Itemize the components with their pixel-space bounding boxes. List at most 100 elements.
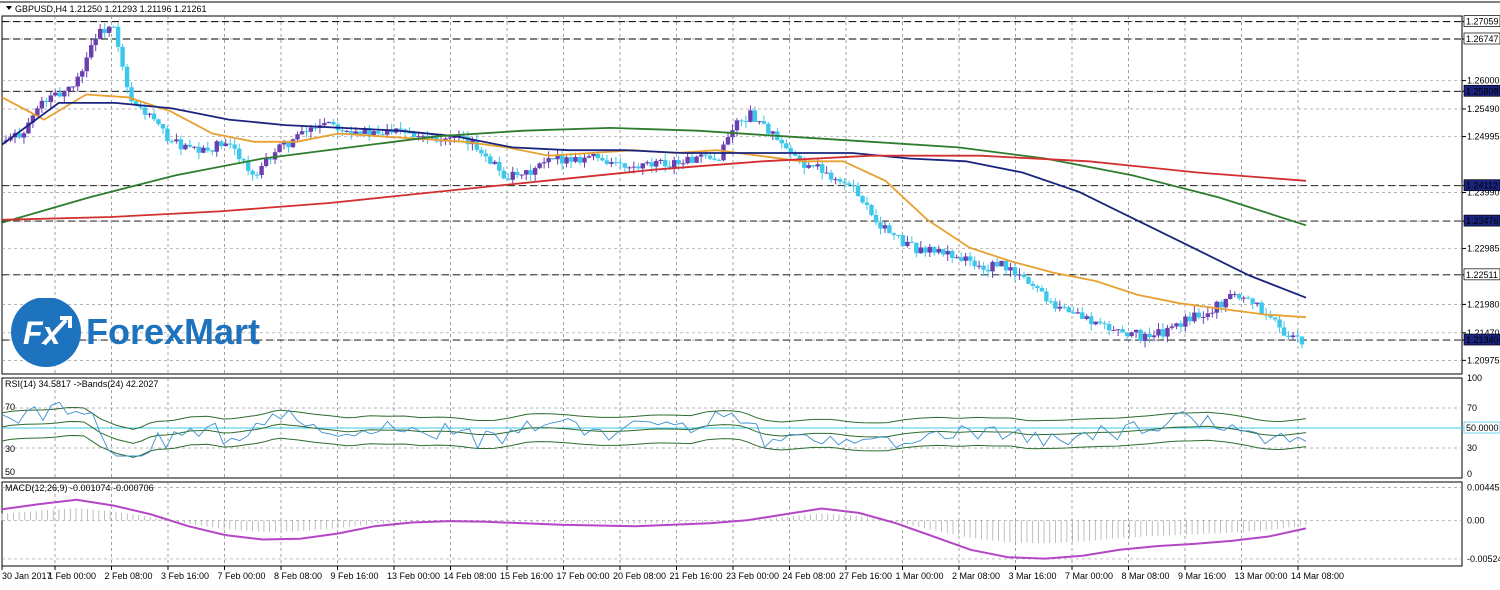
candle-body-49 bbox=[223, 143, 228, 147]
candle-body-38 bbox=[174, 139, 179, 142]
rsi-marker-label: 50.0000 bbox=[1466, 423, 1499, 433]
level-badge-5 bbox=[1463, 268, 1500, 281]
candle-body-81 bbox=[367, 128, 372, 136]
panel-frame-2 bbox=[1, 481, 1463, 567]
candle-body-195 bbox=[878, 222, 883, 229]
candle-body-44 bbox=[201, 147, 206, 153]
candle-body-173 bbox=[779, 139, 785, 144]
candle-body-100 bbox=[452, 136, 457, 138]
candle-body-83 bbox=[376, 131, 381, 134]
chart-header: GBPUSD,H4 1.21250 1.21293 1.21196 1.2126… bbox=[6, 4, 206, 14]
candle-body-53 bbox=[241, 159, 246, 161]
chart-title: GBPUSD,H4 1.21250 1.21293 1.21196 1.2126… bbox=[15, 4, 206, 14]
panel-frame-0 bbox=[1, 15, 1463, 375]
candle-body-124 bbox=[559, 154, 565, 164]
candle-body-217 bbox=[976, 265, 982, 267]
candle-body-184 bbox=[828, 172, 834, 180]
candle-body-113 bbox=[510, 171, 515, 180]
candle-body-156 bbox=[703, 154, 708, 156]
candle-body-241 bbox=[1084, 316, 1089, 319]
candle-body-146 bbox=[658, 159, 663, 161]
header-dropdown-icon bbox=[6, 6, 12, 10]
candle-body-196 bbox=[882, 225, 888, 229]
level-badge-0 bbox=[1463, 15, 1500, 27]
time-label-2: 2 Feb 08:00 bbox=[105, 571, 153, 581]
level-badge-4 bbox=[1463, 214, 1500, 227]
candle-body-176 bbox=[793, 153, 798, 156]
candle-body-167 bbox=[752, 110, 758, 122]
candle-body-182 bbox=[819, 164, 825, 173]
candle-body-139 bbox=[627, 167, 632, 169]
candle-body-258 bbox=[1160, 329, 1166, 337]
candle-body-39 bbox=[178, 139, 184, 150]
candle-body-119 bbox=[537, 163, 542, 169]
candle-body-103 bbox=[465, 136, 471, 145]
candle-body-279 bbox=[1254, 302, 1260, 304]
candle-body-20 bbox=[93, 38, 98, 46]
candle-body-193 bbox=[869, 204, 874, 216]
candle-body-183 bbox=[824, 172, 829, 174]
candle-body-107 bbox=[483, 153, 489, 157]
candle-body-117 bbox=[528, 170, 533, 175]
rsi-title: RSI(14) 34.5817 ->Bands(24) 42.2027 bbox=[5, 379, 158, 389]
candle-body-22 bbox=[102, 28, 107, 33]
candle-body-58 bbox=[263, 158, 269, 166]
candle-body-122 bbox=[550, 158, 556, 160]
candle-body-64 bbox=[290, 139, 296, 148]
candle-body-206 bbox=[927, 246, 932, 253]
candle-body-164 bbox=[739, 120, 744, 122]
candle-body-237 bbox=[1066, 307, 1072, 313]
forexmart-logo-mark: Fx ForexMart bbox=[11, 297, 260, 367]
time-label-6: 9 Feb 16:00 bbox=[331, 571, 379, 581]
candle-body-267 bbox=[1201, 316, 1206, 318]
candle-body-105 bbox=[474, 140, 480, 150]
candle-body-284 bbox=[1277, 319, 1282, 328]
ma-line-2 bbox=[1, 126, 1307, 227]
level-label-1: 1.26747 bbox=[1466, 34, 1499, 44]
candle-body-80 bbox=[362, 128, 367, 134]
candle-body-255 bbox=[1147, 333, 1152, 338]
candle-body-141 bbox=[636, 166, 641, 169]
candle-body-189 bbox=[851, 184, 856, 186]
candle-body-10 bbox=[48, 95, 54, 102]
candle-body-192 bbox=[864, 202, 870, 205]
candle-body-230 bbox=[1035, 286, 1040, 289]
candle-body-215 bbox=[967, 256, 973, 261]
candle-body-214 bbox=[963, 256, 968, 261]
candle-body-254 bbox=[1142, 333, 1148, 341]
candle-body-168 bbox=[757, 121, 762, 123]
time-label-19: 7 Mar 00:00 bbox=[1065, 571, 1113, 581]
candle-body-220 bbox=[990, 261, 995, 272]
candle-body-109 bbox=[492, 161, 498, 164]
candle-body-244 bbox=[1098, 321, 1103, 324]
candle-body-79 bbox=[358, 131, 363, 134]
candle-body-57 bbox=[259, 165, 264, 175]
candle-body-41 bbox=[187, 144, 193, 147]
candle-body-25 bbox=[115, 26, 121, 47]
candle-body-275 bbox=[1237, 294, 1242, 299]
candle-body-221 bbox=[994, 261, 1000, 267]
rsi-band-middle bbox=[1, 420, 1307, 444]
candle-body-138 bbox=[622, 163, 628, 168]
candle-body-158 bbox=[712, 158, 717, 160]
candle-body-33 bbox=[151, 113, 157, 120]
candle-body-116 bbox=[523, 170, 529, 175]
candle-body-26 bbox=[120, 46, 125, 67]
candle-body-181 bbox=[815, 164, 820, 167]
macd-signal-line bbox=[1, 498, 1307, 560]
candle-body-129 bbox=[582, 157, 587, 163]
candle-body-201 bbox=[905, 241, 910, 246]
candle-body-263 bbox=[1183, 316, 1188, 327]
candle-body-251 bbox=[1129, 332, 1134, 337]
candle-body-247 bbox=[1111, 329, 1116, 331]
candle-body-245 bbox=[1102, 323, 1107, 325]
time-label-18: 3 Mar 16:00 bbox=[1009, 571, 1057, 581]
rsi-band-upper bbox=[1, 406, 1307, 430]
candle-body-67 bbox=[304, 131, 309, 133]
candle-body-84 bbox=[380, 133, 385, 135]
candle-body-155 bbox=[698, 154, 704, 157]
candle-body-118 bbox=[532, 168, 538, 175]
time-label-13: 23 Feb 00:00 bbox=[726, 571, 779, 581]
